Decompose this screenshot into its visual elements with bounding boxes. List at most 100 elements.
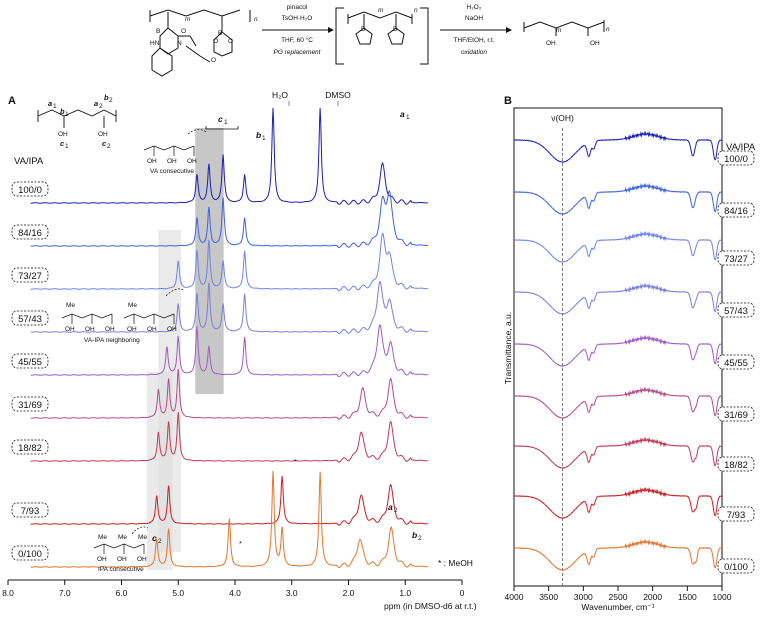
ir-plot: ν(OH) 100/0 84/16 73/27 57/43 45/55 31/69 18/8… xyxy=(503,107,756,612)
sample-label-box xyxy=(11,545,49,561)
nmr-trace xyxy=(30,189,428,248)
b2-label: b xyxy=(412,530,417,540)
nmr-trace xyxy=(30,107,428,205)
nmr-x-tick-label: 4.0 xyxy=(229,588,241,598)
svg-text:Me: Me xyxy=(66,302,75,309)
svg-text:1: 1 xyxy=(262,135,266,142)
svg-text:O: O xyxy=(213,38,218,45)
svg-text:c: c xyxy=(102,139,107,148)
ir-legend-header: VA/IPA xyxy=(726,142,756,153)
svg-text:a: a xyxy=(48,99,52,108)
ir-trace xyxy=(514,282,723,315)
svg-text:n: n xyxy=(606,26,610,33)
nmr-x-tick-label: 6.0 xyxy=(116,588,128,598)
svg-text:2: 2 xyxy=(109,97,113,104)
svg-text:B: B xyxy=(393,26,397,33)
c2-label: c xyxy=(152,533,157,543)
ir-x-tick-label: 2000 xyxy=(643,592,662,602)
ir-trace xyxy=(514,182,723,215)
nmr-trace xyxy=(30,324,428,377)
ipa-consecutive-label: IPA consecutive xyxy=(98,566,144,573)
nmr-series-label: 57/43 xyxy=(18,314,42,325)
ir-series-label: 18/82 xyxy=(724,460,748,471)
svg-text:OH: OH xyxy=(147,326,157,333)
va-ipa-neighboring-structure xyxy=(61,288,185,324)
svg-text:HN: HN xyxy=(150,40,160,47)
ir-trace xyxy=(514,230,723,263)
c1-label: c xyxy=(218,114,223,124)
ir-x-axis-label: Wavenumber, cm⁻¹ xyxy=(581,602,654,612)
ir-y-axis-label: Transmittance, a.u. xyxy=(503,312,513,384)
svg-text:OH: OH xyxy=(98,131,108,138)
dmso-label: DMSO xyxy=(325,90,351,100)
ir-trace xyxy=(514,538,723,571)
ir-trace xyxy=(514,386,723,419)
ir-trace xyxy=(514,334,723,367)
ir-x-tick-label: 3500 xyxy=(539,592,558,602)
svg-text:Me: Me xyxy=(128,302,137,309)
svg-text:OH: OH xyxy=(97,556,107,563)
nmr-series-label: 0/100 xyxy=(18,549,42,560)
sample-label-box xyxy=(11,224,49,240)
ir-sample-label-box xyxy=(717,456,755,472)
svg-text:m: m xyxy=(556,27,562,34)
svg-text:OH: OH xyxy=(117,556,127,563)
nmr-legend-header: VA/IPA xyxy=(14,156,44,167)
svg-text:OH: OH xyxy=(127,326,137,333)
va-consecutive-label: VA consecutive xyxy=(150,168,194,175)
oh-reference-label: ν(OH) xyxy=(551,113,574,123)
nmr-series-label: 18/82 xyxy=(18,443,42,454)
nmr-series-label: 100/0 xyxy=(18,185,42,196)
svg-text:Me: Me xyxy=(138,534,147,541)
svg-text:OH: OH xyxy=(137,556,147,563)
nmr-trace xyxy=(30,280,428,334)
ir-series-label: 84/16 xyxy=(724,206,748,217)
nmr-x-tick-label: 2.0 xyxy=(343,588,355,598)
ir-series-label: 0/100 xyxy=(724,562,748,573)
nmr-trace xyxy=(30,470,428,568)
svg-text:O: O xyxy=(211,57,216,64)
step1-label: PG replacement xyxy=(274,49,322,56)
step1-reagent-1: pinacol xyxy=(287,4,308,11)
svg-text:OH: OH xyxy=(85,326,95,333)
ir-series-label: 100/0 xyxy=(724,154,748,165)
svg-text:OH: OH xyxy=(546,40,556,47)
meoh-star-1: * xyxy=(294,457,297,466)
svg-text:1: 1 xyxy=(53,103,57,110)
copolymer-structure xyxy=(37,109,117,128)
nmr-series-label: 31/69 xyxy=(18,400,42,411)
va-consecutive-structure xyxy=(143,129,207,156)
svg-text:O: O xyxy=(181,28,186,35)
nmr-x-tick-label: 0 xyxy=(460,588,465,598)
step2-reagent-3: THF/EtOH, r.t. xyxy=(453,37,494,44)
ir-frame xyxy=(513,107,723,587)
nmr-series-label: 45/55 xyxy=(18,357,42,368)
svg-text:OH: OH xyxy=(65,326,75,333)
svg-text:OH: OH xyxy=(58,131,68,138)
scheme-start-polymer xyxy=(149,9,251,77)
ir-x-tick-label: 2500 xyxy=(609,592,628,602)
ir-sample-label-box xyxy=(717,150,755,166)
svg-text:2: 2 xyxy=(107,143,111,150)
ir-sample-label-box xyxy=(717,506,755,522)
ir-sample-label-box xyxy=(717,202,755,218)
nmr-trace xyxy=(30,476,428,526)
step1-reagent-2: TsOH·H₂O xyxy=(282,15,313,22)
ir-x-tick-label: 3000 xyxy=(574,592,593,602)
ipa-consecutive-structure xyxy=(93,526,149,554)
svg-text:1: 1 xyxy=(65,143,69,150)
svg-text:2: 2 xyxy=(394,507,398,514)
ir-series-label: 7/93 xyxy=(727,510,746,521)
sample-label-box xyxy=(11,502,49,518)
ir-x-tick-label: 1000 xyxy=(713,592,732,602)
sample-label-box xyxy=(11,267,49,283)
svg-text:B: B xyxy=(361,26,365,33)
svg-text:OH: OH xyxy=(147,158,157,165)
nmr-series-label: 73/27 xyxy=(18,271,42,282)
scheme-intermediate xyxy=(335,7,429,65)
panel-b-letter: B xyxy=(504,95,512,107)
nmr-plot: a 1 b 1 a 2 b 2 OH c 1 OH c 2 100/0 84/16… xyxy=(2,90,477,611)
svg-text:a: a xyxy=(94,99,98,108)
a2-label: a xyxy=(388,502,393,512)
sample-label-box xyxy=(11,310,49,326)
